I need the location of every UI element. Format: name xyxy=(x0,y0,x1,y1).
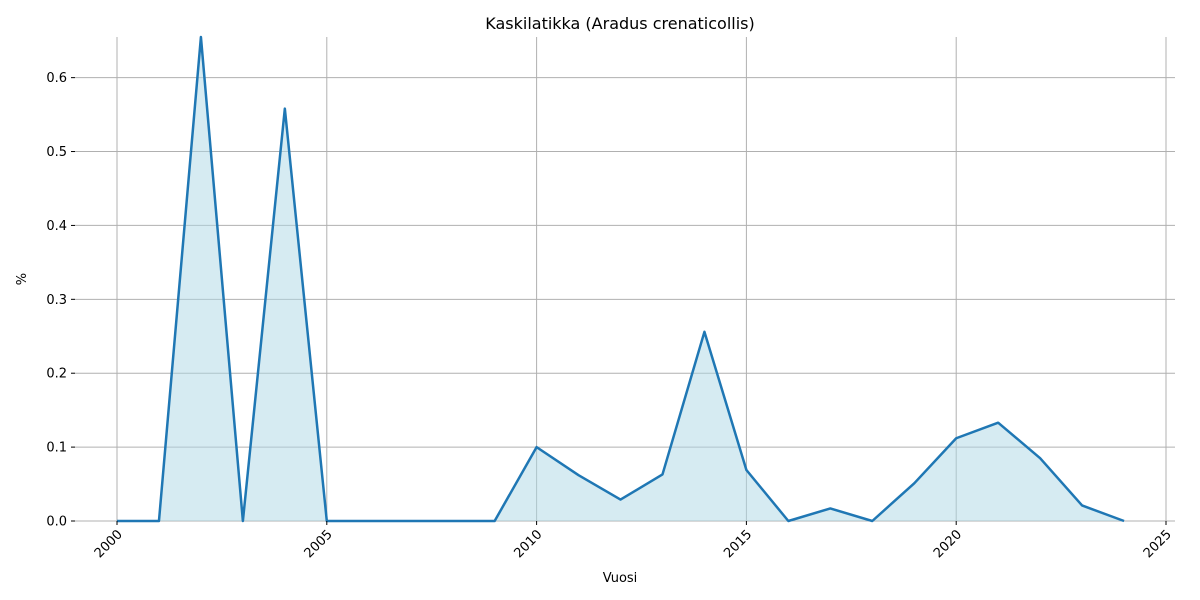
area-fill xyxy=(117,37,1125,521)
y-tick-label: 0.3 xyxy=(46,293,67,308)
y-tick-label: 0.0 xyxy=(46,515,67,530)
x-tick-label: 2020 xyxy=(931,527,965,561)
series-line xyxy=(117,35,1125,523)
y-tick-label: 0.6 xyxy=(46,71,67,86)
y-tick-label: 0.5 xyxy=(46,145,67,160)
x-tick-label: 2010 xyxy=(511,527,545,561)
x-tick-label: 2025 xyxy=(1141,527,1175,561)
x-tick-label: 2000 xyxy=(92,527,126,561)
y-axis-label: % xyxy=(15,273,30,285)
y-tick-label: 0.4 xyxy=(46,219,67,234)
x-tick-label: 2005 xyxy=(302,527,336,561)
y-tick-label: 0.1 xyxy=(46,441,67,456)
y-tick-label: 0.2 xyxy=(46,367,67,382)
chart-title: Kaskilatikka (Aradus crenaticollis) xyxy=(485,14,755,33)
series-line-layer xyxy=(117,35,1125,523)
area-fill-layer xyxy=(117,37,1125,521)
x-axis-label: Vuosi xyxy=(603,571,638,586)
x-tick-label: 2015 xyxy=(721,527,755,561)
